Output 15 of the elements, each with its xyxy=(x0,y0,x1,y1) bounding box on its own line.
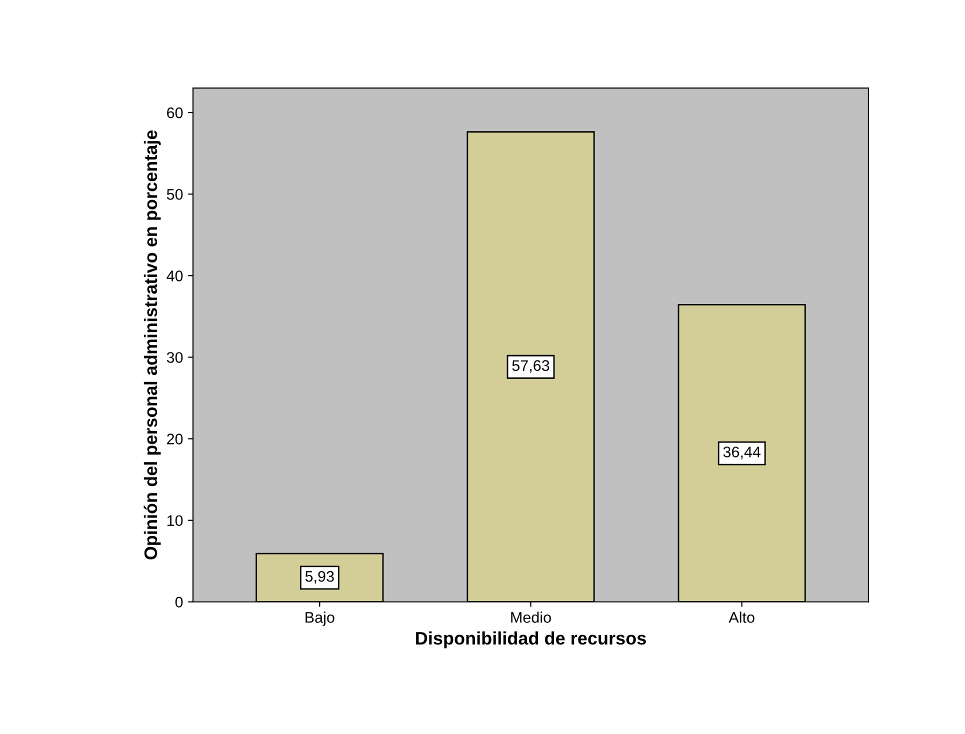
x-tick-label: Bajo xyxy=(306,612,334,626)
data-label: 36,44 xyxy=(723,446,761,460)
y-tick-label: 0 xyxy=(175,596,183,608)
x-axis-title: Disponibilidad de recursos xyxy=(416,631,646,648)
data-label: 57,63 xyxy=(512,360,550,373)
y-tick-label: 40 xyxy=(166,270,183,282)
y-tick-label: 50 xyxy=(166,188,183,200)
x-tick-label: Medio xyxy=(511,612,551,623)
data-label: 5,93 xyxy=(305,570,334,584)
y-tick-label: 20 xyxy=(167,434,183,444)
y-axis-title: Opinión del personal administrativo en porcentaje xyxy=(144,130,161,560)
y-tick-label: 30 xyxy=(166,352,183,363)
y-tick-label: 60 xyxy=(167,107,183,118)
x-tick-label: Alto xyxy=(728,612,754,623)
y-tick-label: 10 xyxy=(167,515,183,526)
